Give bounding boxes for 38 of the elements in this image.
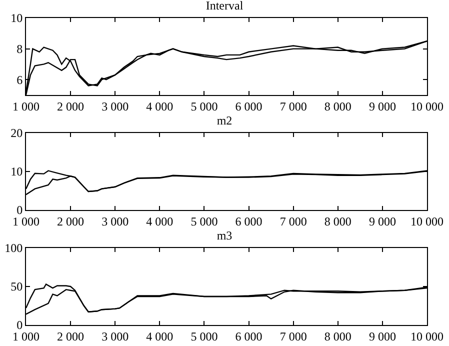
x-tick-label: 9 000 (368, 214, 396, 228)
x-tick-label: 7 000 (280, 329, 307, 344)
x-tick-label: 7 000 (280, 99, 307, 114)
x-tick-label: 7 000 (280, 214, 307, 228)
x-tick-label: 9 000 (368, 99, 396, 114)
y-tick-label: 20 (10, 126, 23, 140)
y-tick-label: 10 (10, 11, 23, 26)
x-tick-label: 3 000 (102, 99, 129, 114)
x-tick-label: 2 000 (57, 214, 84, 228)
x-tick-label: 10 000 (410, 329, 444, 344)
y-tick-label: 8 (16, 42, 23, 56)
x-tick-label: 2 000 (57, 99, 84, 114)
x-tick-label: 5 000 (190, 329, 218, 344)
y-tick-label: 50 (10, 280, 23, 294)
x-tick-label: 1 000 (12, 99, 40, 114)
y-tick-label: 10 (10, 164, 23, 179)
x-tick-label: 5 000 (190, 99, 218, 114)
x-tick-label: 6 000 (235, 214, 262, 228)
y-tick-label: 100 (4, 241, 23, 256)
x-tick-label: 2 000 (57, 329, 84, 344)
x-tick-label: 9 000 (368, 329, 396, 344)
x-tick-label: 4 000 (146, 99, 174, 114)
x-tick-label: 3 000 (102, 329, 129, 344)
x-tick-label: 3 000 (102, 214, 129, 228)
x-tick-label: 6 000 (235, 99, 262, 114)
x-tick-label: 5 000 (190, 214, 218, 228)
x-tick-label: 8 000 (324, 214, 352, 228)
chart-title: m2 (216, 114, 232, 128)
y-tick-label: 6 (16, 72, 23, 87)
chart-title: m3 (216, 228, 232, 243)
x-tick-label: 10 000 (410, 99, 444, 114)
x-tick-label: 8 000 (324, 329, 352, 344)
x-tick-label: 4 000 (146, 329, 174, 344)
x-tick-label: 6 000 (235, 329, 262, 344)
chart-title: Interval (206, 0, 244, 13)
x-tick-label: 10 000 (410, 214, 444, 228)
x-tick-label: 4 000 (146, 214, 174, 228)
x-tick-label: 8 000 (324, 99, 352, 114)
